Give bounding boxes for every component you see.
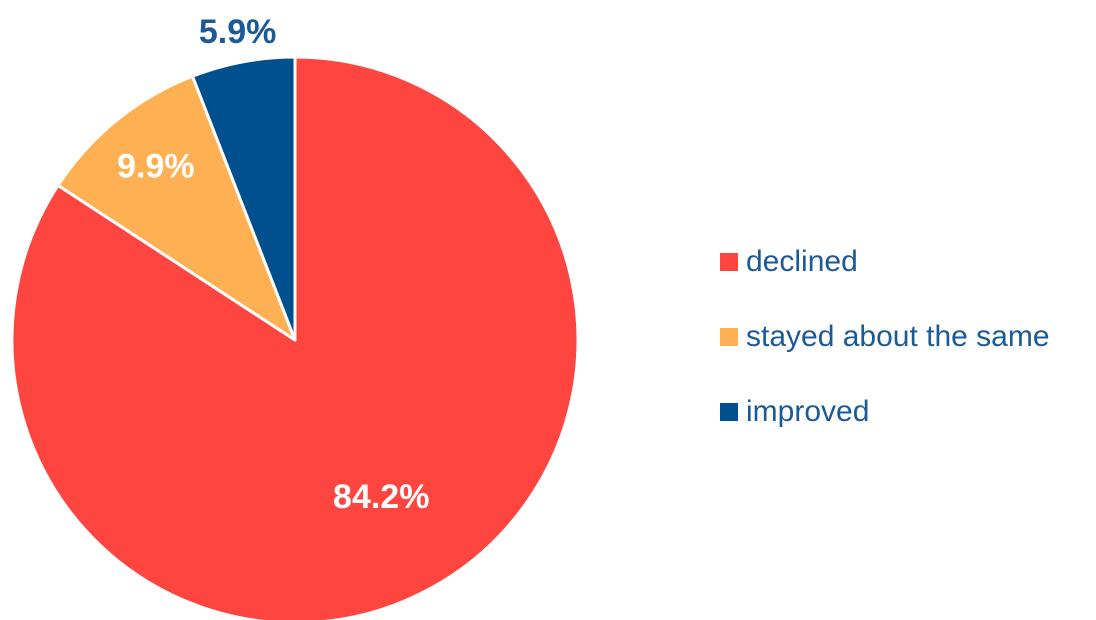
data-label: 84.2% (333, 478, 429, 516)
legend-label: declined (746, 245, 858, 278)
legend-swatch (720, 253, 738, 271)
pie-slice (56, 74, 297, 342)
legend-label: improved (746, 395, 869, 428)
data-label: 5.9% (199, 13, 277, 51)
legend-label: stayed about the same (746, 320, 1050, 353)
legend-swatch (720, 328, 738, 346)
legend-swatch (720, 403, 738, 421)
data-label: 9.9% (117, 148, 195, 186)
pie-slice (190, 55, 297, 342)
